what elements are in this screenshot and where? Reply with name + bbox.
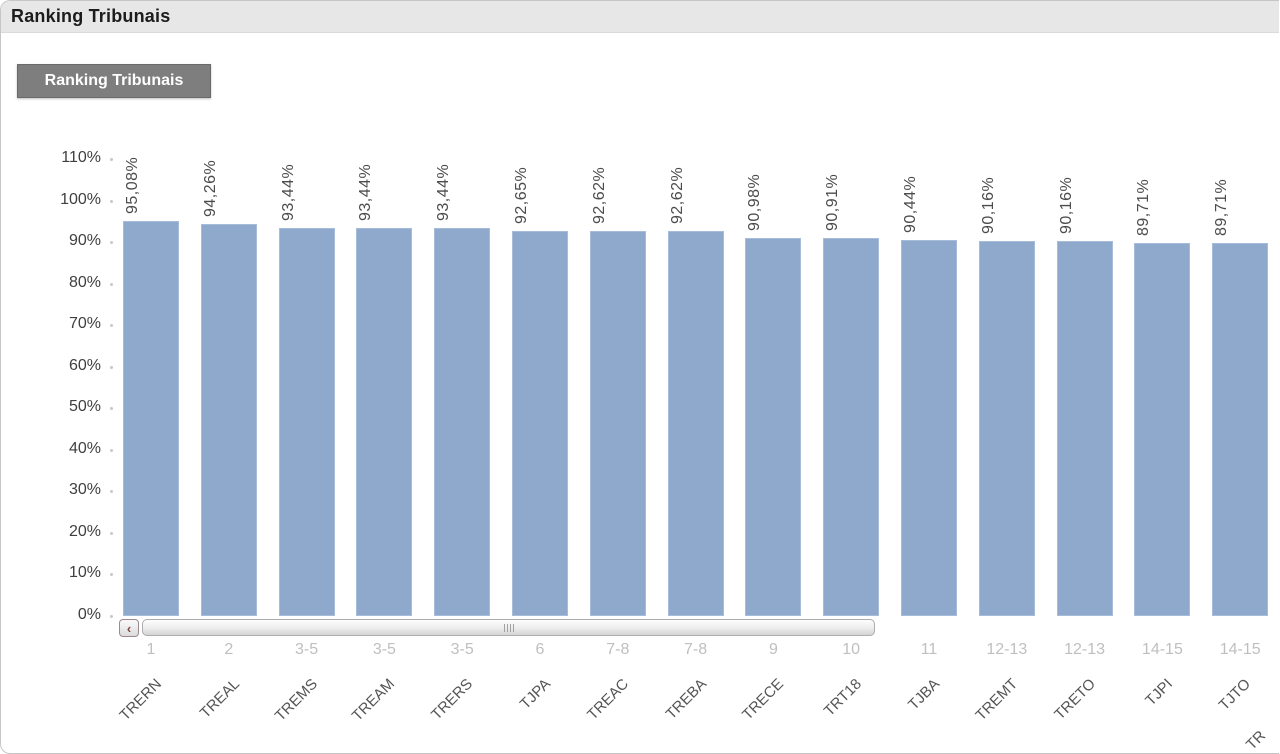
y-axis-tick-dot: [110, 573, 113, 577]
bar-value-label: 93,44%: [435, 163, 453, 221]
rank-label: 6: [535, 641, 545, 658]
y-axis-tick-dot: [110, 241, 113, 245]
bar-value-label: 90,44%: [902, 175, 919, 234]
bar-value-label: 93,44%: [279, 163, 297, 221]
category-label[interactable]: TRECE: [739, 675, 788, 724]
y-axis-tick-dot: [110, 490, 113, 494]
window-title-bar: Ranking Tribunais: [1, 1, 1279, 33]
y-axis-tick-dot: [110, 324, 113, 328]
rank-label: 3-5: [450, 641, 474, 658]
category-label-partial[interactable]: TR: [1242, 727, 1270, 754]
bar[interactable]: [356, 227, 413, 616]
y-axis-tick-dot: [110, 531, 113, 535]
bar[interactable]: [1212, 243, 1269, 616]
category-label[interactable]: TJBA: [905, 675, 944, 714]
category-label[interactable]: TRT18: [820, 675, 866, 720]
y-axis-tick-dot: [110, 615, 113, 618]
y-axis-tick-label: 60%: [68, 356, 101, 374]
category-label[interactable]: TREMS: [271, 675, 321, 725]
y-axis-tick-label: 100%: [60, 190, 101, 208]
ranking-tribunais-tab[interactable]: Ranking Tribunais: [17, 64, 211, 98]
y-axis-tick-label: 30%: [68, 481, 101, 499]
y-axis-tick-dot: [110, 282, 113, 286]
bar-value-label: 92,62%: [590, 166, 608, 225]
category-label[interactable]: TJPI: [1142, 675, 1177, 710]
bar-value-label: 93,44%: [357, 163, 375, 221]
y-axis-tick-label: 50%: [68, 398, 101, 416]
rank-label: 7-8: [606, 641, 630, 658]
rank-label: 1: [146, 641, 156, 658]
bar-value-label: 90,98%: [746, 173, 764, 232]
category-label[interactable]: TRERS: [428, 675, 477, 724]
bar-value-label: 94,26%: [201, 160, 219, 218]
y-axis-tick-label: 80%: [68, 273, 101, 291]
rank-label: 12-13: [1064, 641, 1106, 658]
category-label[interactable]: TRETO: [1050, 675, 1099, 724]
bar[interactable]: [278, 227, 335, 616]
rank-label: 7-8: [684, 641, 708, 658]
y-axis-tick-dot: [110, 158, 113, 161]
rank-label: 10: [842, 641, 861, 658]
bar-value-label: 90,91%: [824, 174, 842, 232]
rank-label: 12-13: [986, 641, 1028, 658]
scrollbar-left-arrow-button[interactable]: ‹: [119, 619, 139, 637]
bar[interactable]: [823, 238, 880, 616]
y-axis-tick-label: 10%: [68, 564, 101, 582]
rank-label: 14-15: [1141, 641, 1183, 658]
bar-value-label: 90,16%: [979, 177, 997, 235]
y-axis-tick-label: 110%: [61, 149, 101, 166]
category-label[interactable]: TREAC: [583, 675, 632, 724]
bar[interactable]: [123, 220, 179, 616]
y-axis-tick-label: 0%: [77, 606, 101, 623]
category-label[interactable]: TREMT: [972, 675, 1021, 725]
bar-value-label: 92,65%: [513, 166, 530, 225]
bar[interactable]: [901, 240, 957, 616]
rank-label: 14-15: [1219, 641, 1261, 658]
bar[interactable]: [667, 231, 724, 616]
bar[interactable]: [200, 224, 257, 616]
page-title: Ranking Tribunais: [11, 6, 171, 26]
y-axis-tick-label: 70%: [68, 315, 101, 333]
y-axis-tick-dot: [110, 199, 113, 203]
bar[interactable]: [434, 227, 491, 616]
ranking-tribunais-tab-label: Ranking Tribunais: [44, 72, 184, 89]
bar-value-label: 92,62%: [668, 166, 686, 225]
bar-value-label: 89,71%: [1135, 179, 1153, 237]
y-axis-tick-label: 90%: [68, 232, 101, 250]
category-label[interactable]: TREAL: [196, 675, 243, 722]
category-label[interactable]: TRERN: [116, 675, 166, 725]
bar-value-label: 95,08%: [124, 156, 141, 214]
bar[interactable]: [1134, 243, 1191, 616]
y-axis-tick-dot: [110, 407, 113, 411]
bar-value-label: 89,71%: [1213, 179, 1231, 237]
category-label[interactable]: TJPA: [516, 675, 555, 713]
category-label[interactable]: TREBA: [662, 675, 710, 723]
bar[interactable]: [589, 231, 646, 616]
bar[interactable]: [1056, 241, 1113, 616]
y-axis-tick-dot: [110, 365, 113, 369]
rank-label: 3-5: [372, 641, 396, 658]
category-label[interactable]: TREAM: [349, 675, 399, 725]
rank-label: 2: [224, 641, 234, 658]
y-axis-tick-label: 40%: [68, 439, 101, 457]
bar[interactable]: [512, 231, 568, 616]
rank-label: 9: [768, 641, 778, 658]
rank-label: 11: [920, 641, 938, 658]
bar[interactable]: [745, 238, 802, 616]
bar-value-label: 90,16%: [1057, 177, 1075, 235]
bar[interactable]: [978, 241, 1035, 616]
y-axis-tick-label: 20%: [68, 522, 101, 540]
chevron-left-icon: ‹: [126, 620, 132, 636]
scrollbar-thumb[interactable]: [142, 619, 875, 636]
rank-label: 3-5: [295, 641, 319, 658]
scrollbar-grip-icon: [503, 624, 514, 632]
y-axis-tick-dot: [110, 448, 113, 452]
